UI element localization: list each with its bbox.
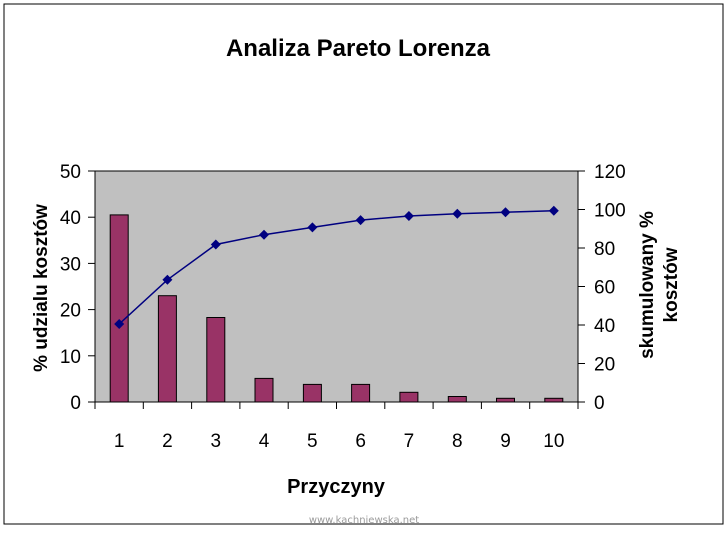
x-tick-label-2: 2 (162, 431, 173, 452)
left-tick-label-50: 50 (60, 162, 81, 183)
right-tick-label-40: 40 (594, 316, 615, 337)
line-point-10 (548, 205, 559, 216)
x-tick-label-4: 4 (259, 431, 270, 452)
line-point-6 (355, 215, 366, 226)
x-tick-label-5: 5 (307, 431, 318, 452)
left-tick-label-30: 30 (60, 254, 81, 275)
right-tick-label-120: 120 (594, 162, 626, 183)
left-tick-label-20: 20 (60, 301, 81, 322)
y2-axis-title-line1: skumulowany % (637, 211, 658, 359)
right-tick-label-100: 100 (594, 201, 626, 222)
axes (88, 170, 585, 409)
left-axis-tick-labels: 0 10 20 30 40 50 (60, 162, 81, 414)
x-tick-label-6: 6 (355, 431, 366, 452)
x-tick-label-9: 9 (500, 431, 511, 452)
line-point-1 (114, 319, 125, 329)
line-point-2 (162, 274, 173, 285)
x-tick-label-10: 10 (543, 431, 564, 452)
left-tick-label-40: 40 (60, 208, 81, 229)
line-point-9 (500, 207, 511, 218)
right-tick-label-80: 80 (594, 239, 615, 260)
y2-axis-title-line2: kosztów (661, 247, 682, 322)
right-tick-label-0: 0 (594, 393, 605, 414)
watermark: www.kachniewska.net (309, 515, 419, 526)
line-point-5 (307, 222, 318, 233)
bar-8 (447, 396, 467, 403)
x-axis-tick-labels: 1 2 3 4 5 6 7 8 9 10 (114, 431, 565, 452)
x-tick-label-1: 1 (114, 431, 125, 452)
left-tick-label-10: 10 (60, 347, 81, 368)
bar-6 (351, 383, 371, 403)
bar-7 (399, 391, 419, 403)
line-point-7 (403, 211, 414, 221)
cumulative-line (118, 209, 554, 325)
bar-1 (109, 214, 129, 403)
bar-10 (544, 397, 564, 403)
right-tick-label-60: 60 (594, 278, 615, 299)
line-point-4 (259, 229, 269, 240)
line-point-8 (452, 208, 463, 219)
bar-series (109, 214, 564, 403)
chart-title: Analiza Pareto Lorenza (226, 35, 491, 62)
right-axis-tick-labels: 0 20 40 60 80 100 120 (594, 162, 626, 414)
y-axis-title: % udzialu kosztów (31, 204, 52, 372)
line-point-3 (210, 239, 221, 250)
left-tick-label-0: 0 (70, 393, 81, 414)
bar-4 (254, 377, 274, 403)
x-tick-label-3: 3 (210, 431, 221, 452)
bar-9 (496, 397, 515, 403)
x-axis-title: Przyczyny (287, 476, 386, 498)
bar-2 (157, 295, 177, 403)
bar-5 (302, 383, 322, 403)
right-tick-label-20: 20 (594, 355, 615, 376)
cumulative-line-series (114, 205, 559, 329)
x-tick-label-7: 7 (404, 431, 415, 452)
bar-3 (206, 317, 226, 403)
x-tick-label-8: 8 (452, 431, 463, 452)
